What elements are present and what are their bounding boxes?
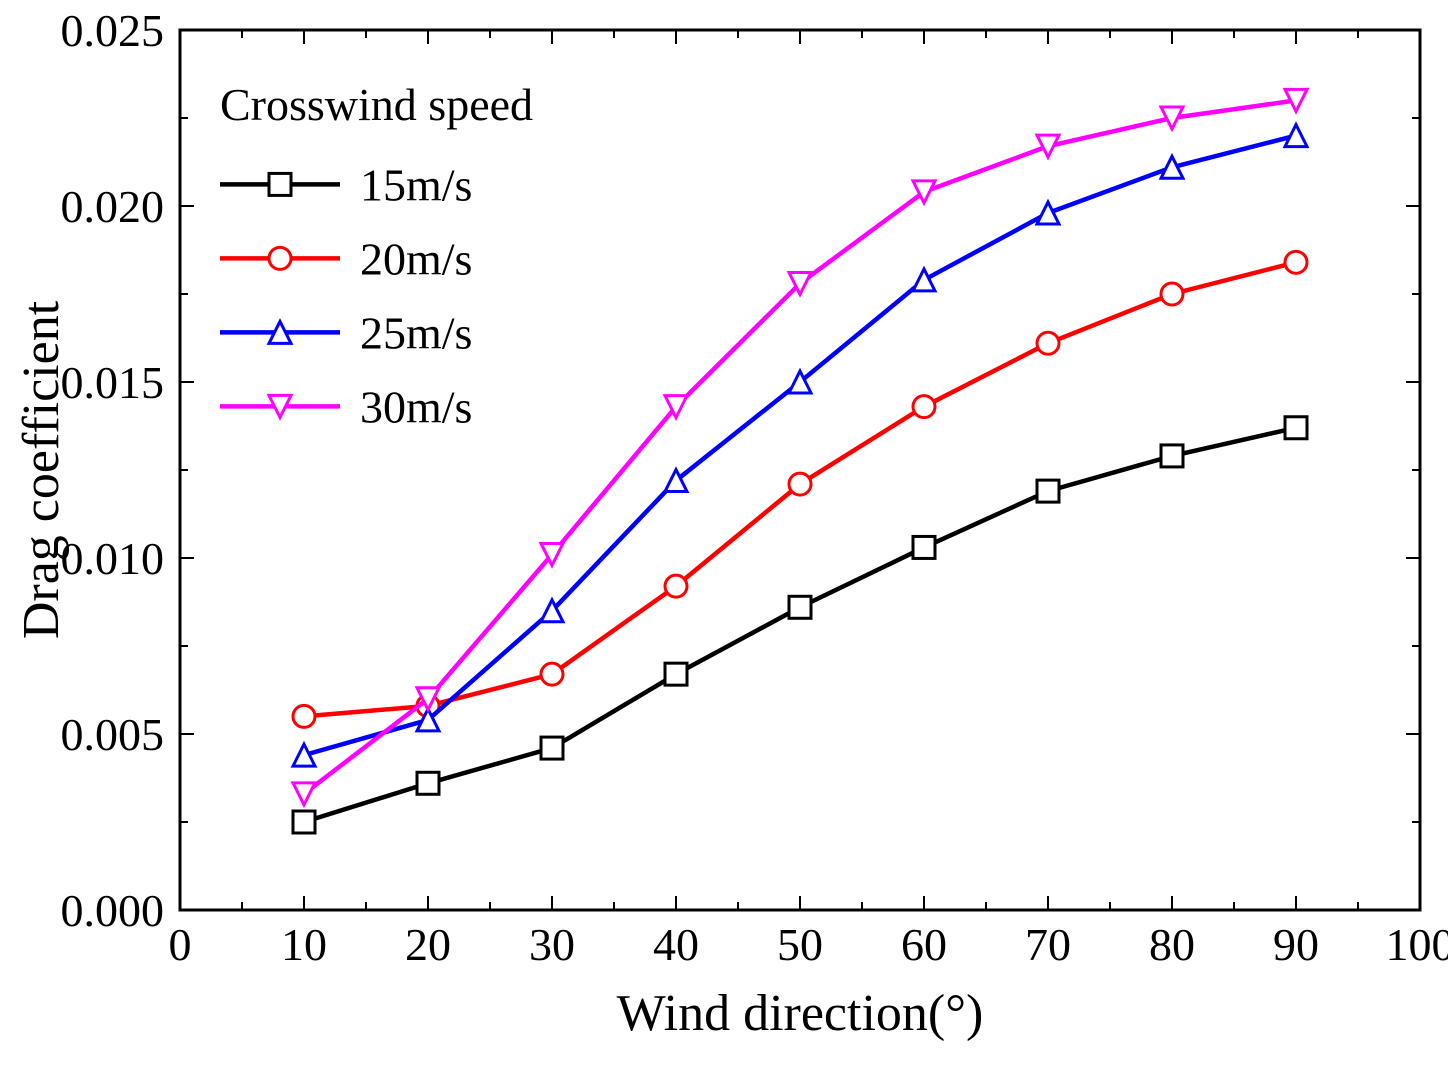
y-tick-label: 0.015 [61, 357, 165, 408]
x-tick-label: 30 [529, 919, 575, 970]
x-tick-label: 0 [169, 919, 192, 970]
x-tick-label: 10 [281, 919, 327, 970]
x-axis-label: Wind direction(°) [617, 985, 984, 1042]
x-tick-label: 40 [653, 919, 699, 970]
x-tick-label: 90 [1273, 919, 1319, 970]
drag-coefficient-line-chart: 0 10 20 30 40 50 60 70 80 90 100 0.000 0.005 0.010 0.0… [0, 0, 1448, 1073]
legend-item-label: 15m/s [360, 159, 472, 210]
y-tick-label: 0.025 [61, 5, 165, 56]
x-tick-label: 70 [1025, 919, 1071, 970]
x-tick-label: 60 [901, 919, 947, 970]
x-tick-label: 100 [1386, 919, 1448, 970]
y-tick-label: 0.010 [61, 533, 165, 584]
y-tick-label: 0.020 [61, 181, 165, 232]
y-tick-label: 0.005 [61, 709, 165, 760]
y-tick-label: 0.000 [61, 885, 165, 936]
y-axis-label: Drag coefficient [13, 300, 70, 639]
legend-item-label: 25m/s [360, 307, 472, 358]
legend-item-label: 20m/s [360, 233, 472, 284]
x-tick-label: 50 [777, 919, 823, 970]
legend-title: Crosswind speed [220, 79, 533, 130]
legend-item-label: 30m/s [360, 381, 472, 432]
x-tick-label: 20 [405, 919, 451, 970]
chart-container: 0 10 20 30 40 50 60 70 80 90 100 0.000 0.005 0.010 0.0… [0, 0, 1448, 1073]
x-tick-label: 80 [1149, 919, 1195, 970]
